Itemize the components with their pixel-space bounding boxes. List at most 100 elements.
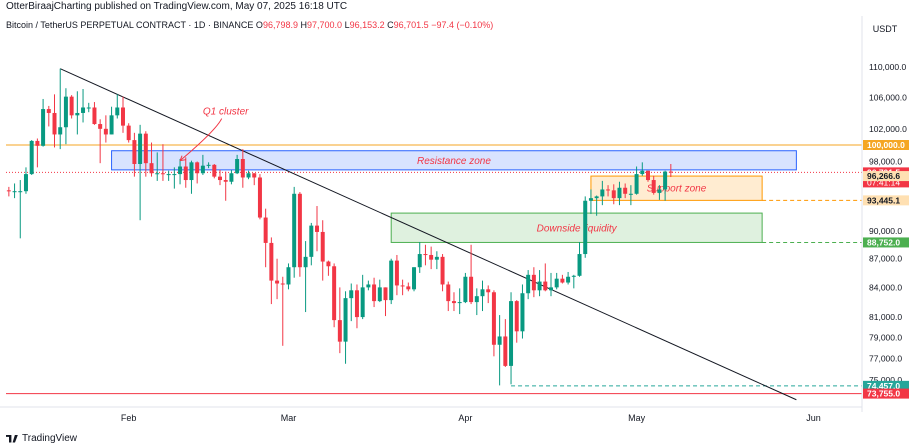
price-badge-label: 74,457.0: [867, 381, 900, 391]
candle-body: [212, 164, 217, 177]
candle: [412, 267, 417, 292]
ohlc-high-label: H: [300, 20, 308, 30]
candle-body: [497, 336, 502, 345]
candle-body: [560, 278, 565, 283]
zone-label-1: Support zone: [647, 184, 707, 195]
candle: [120, 96, 125, 133]
candle: [440, 254, 445, 292]
price-axis[interactable]: USDT 110,000.0 106,000.0 102,000.0 98,000.0 9…: [0, 16, 909, 423]
candle-body: [257, 177, 262, 218]
publisher-line: OtterBiraajCharting published on Trading…: [6, 1, 348, 12]
candle-body: [109, 115, 114, 135]
candle: [12, 183, 17, 199]
candle: [446, 281, 451, 312]
candle: [183, 157, 188, 188]
candle-body: [35, 140, 40, 146]
candle: [571, 274, 576, 289]
candles-layer: [6, 68, 673, 386]
candle: [143, 131, 148, 177]
candle: [343, 291, 348, 364]
candle: [611, 184, 616, 205]
candle: [434, 251, 439, 270]
candle-body: [58, 127, 63, 135]
price-badge: [863, 195, 909, 206]
candle-body: [263, 217, 268, 243]
currency-label: USDT: [873, 24, 898, 34]
candle-body: [383, 287, 388, 301]
candle: [480, 280, 485, 312]
candle: [109, 106, 114, 135]
candle: [6, 186, 11, 197]
candle-body: [571, 275, 576, 277]
y-tick-label: 106,000.0: [869, 92, 907, 102]
candle: [223, 171, 228, 201]
candle-body: [337, 320, 342, 342]
candle-body: [75, 112, 80, 116]
candle: [252, 173, 257, 186]
candle-body: [400, 285, 405, 287]
candle: [463, 272, 468, 304]
candle: [160, 144, 165, 181]
candle: [166, 170, 171, 181]
candle-body: [360, 287, 365, 318]
candle: [18, 180, 23, 239]
candle: [269, 237, 274, 305]
candle: [292, 186, 297, 278]
candle: [63, 88, 68, 145]
candle: [75, 91, 80, 135]
candle-body: [280, 283, 285, 285]
candle: [628, 185, 633, 206]
candle-body: [69, 96, 74, 116]
candle-body: [218, 176, 222, 181]
candle: [646, 170, 650, 182]
candle-body: [537, 281, 542, 291]
ohlc-low-label: L: [344, 20, 350, 30]
candle: [52, 94, 57, 148]
candle-body: [617, 187, 622, 199]
ohlc-open: 96,798.9: [262, 20, 298, 30]
candle-body: [354, 290, 359, 318]
candle: [195, 161, 200, 184]
candle-body: [372, 284, 377, 302]
candle-body: [6, 190, 11, 192]
candle-body: [440, 256, 445, 285]
candle: [35, 138, 40, 168]
candle-body: [343, 298, 348, 342]
candle-body: [252, 173, 257, 178]
candle-body: [588, 198, 593, 201]
candle: [218, 169, 222, 186]
candle: [29, 140, 34, 175]
candle: [531, 267, 536, 298]
candle-body: [349, 290, 354, 299]
candle: [155, 152, 160, 181]
price-badge: [863, 380, 909, 391]
candle: [326, 260, 331, 276]
candle: [469, 244, 474, 305]
candle-body: [668, 171, 673, 173]
candle: [286, 263, 291, 290]
candle-body: [29, 140, 34, 175]
ohlc-close-label: C: [387, 20, 394, 30]
candle: [337, 287, 342, 354]
candle-body: [606, 189, 611, 191]
candle-body: [394, 260, 399, 286]
candle-body: [200, 165, 205, 174]
candle-body: [297, 193, 302, 268]
candle: [526, 270, 531, 300]
candle: [132, 132, 137, 177]
candle: [126, 123, 131, 143]
candle: [257, 174, 262, 220]
candle-body: [115, 107, 120, 116]
x-tick-label: Feb: [121, 413, 137, 423]
candle: [149, 142, 154, 177]
candle: [41, 98, 46, 147]
candle-body: [457, 302, 462, 304]
y-tick-label: 77,000.0: [869, 353, 902, 363]
candle-body: [240, 159, 245, 178]
candle: [297, 192, 302, 277]
candle: [200, 154, 205, 175]
candle: [514, 300, 519, 343]
candle-body: [326, 261, 331, 267]
candle-body: [320, 231, 325, 262]
